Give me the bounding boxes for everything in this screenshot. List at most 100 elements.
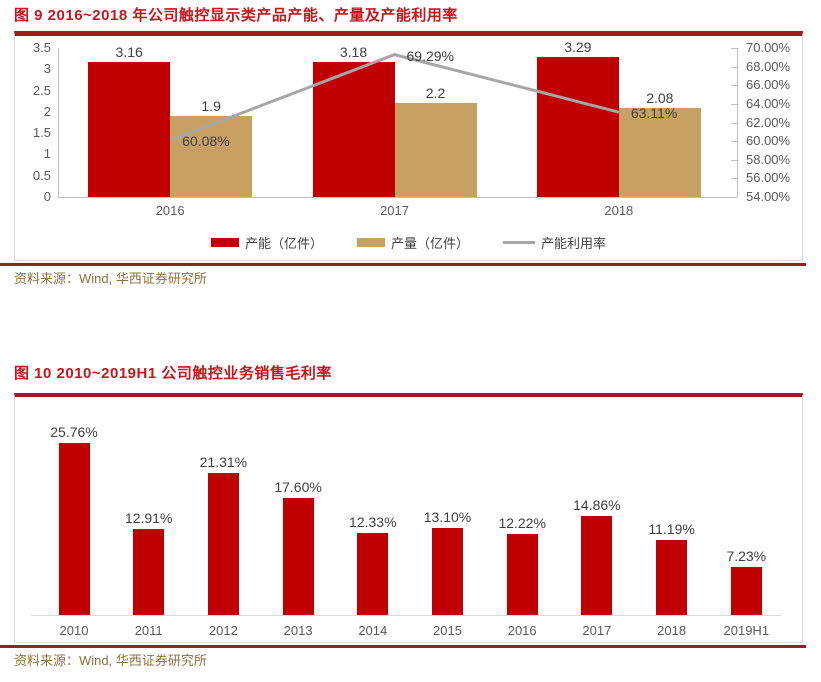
category-label: 2013 <box>283 623 313 638</box>
capacity-bar <box>536 56 619 197</box>
left-axis-tick-label: 3.5 <box>32 40 51 55</box>
fig9-legend: 产能（亿件） 产量（亿件） 产能利用率 <box>15 233 802 252</box>
margin-bar <box>506 533 538 615</box>
right-axis-tick-label: 68.00% <box>746 58 791 74</box>
capacity-bar <box>312 61 395 197</box>
right-axis-tick-label: 60.00% <box>746 133 791 149</box>
category-label: 2016 <box>155 203 185 218</box>
capacity-value-label: 3.16 <box>115 44 143 61</box>
left-axis-tick-label: 1.5 <box>32 125 51 141</box>
x-axis-line <box>58 197 731 198</box>
category-label: 2017 <box>582 623 612 638</box>
legend-label: 产能利用率 <box>541 236 607 251</box>
right-axis-tick <box>731 48 737 49</box>
right-axis-tick <box>731 85 737 87</box>
margin-value-label: 11.19% <box>648 521 695 538</box>
margin-value-label: 12.33% <box>349 513 397 530</box>
legend-item-bar: 产能（亿件） <box>210 233 323 252</box>
category-label: 2012 <box>208 623 238 638</box>
margin-value-label: 12.91% <box>124 509 173 526</box>
left-axis-tick-label: 0.5 <box>32 167 51 183</box>
capacity-value-label: 3.18 <box>339 43 368 60</box>
right-axis-tick-label: 64.00% <box>746 95 791 111</box>
margin-bar <box>432 527 463 615</box>
capacity-output-utilization-chart: 0 0.5 1 1.5 2 2.5 3 3.5 54.00% 56.00% 58.00% 60.00%… <box>15 36 802 260</box>
utilization-point-label: 60.08% <box>182 133 230 150</box>
legend-item-utilization: 产能利用率 <box>503 233 606 252</box>
figure-10-chart-frame: 25.76% 2010 12.91% 2011 21.31% 2012 17.60% 2013… <box>14 393 803 643</box>
output-value-label: 2.08 <box>646 90 674 107</box>
right-axis-tick-label: 58.00% <box>746 151 791 167</box>
left-axis-tick-label: 3 <box>43 61 51 77</box>
category-label: 2011 <box>134 623 163 638</box>
legend-label: 产量（亿件） <box>390 236 469 251</box>
legend-bar-swatch <box>210 238 239 247</box>
left-axis-tick-label: 1 <box>43 146 51 162</box>
output-bar <box>170 116 253 197</box>
gross-margin-chart: 25.76% 2010 12.91% 2011 21.31% 2012 17.60% 2013… <box>15 397 802 642</box>
right-axis-tick-label: 54.00% <box>746 189 791 204</box>
margin-bar <box>656 540 688 615</box>
category-label: 2016 <box>507 623 537 638</box>
margin-bar <box>581 515 613 615</box>
capacity-value-label: 3.29 <box>564 38 592 55</box>
right-axis-tick <box>731 159 737 161</box>
category-label: 2015 <box>433 623 462 638</box>
left-axis-line <box>58 48 59 197</box>
margin-bar <box>207 472 239 615</box>
right-axis-tick <box>731 141 737 143</box>
right-axis-line <box>737 48 738 197</box>
margin-value-label: 7.23% <box>726 547 767 564</box>
category-label: 2018 <box>604 203 634 218</box>
margin-bar <box>282 497 314 615</box>
right-axis-tick <box>731 66 737 68</box>
output-bar <box>618 108 701 197</box>
margin-value-label: 14.86% <box>573 496 621 513</box>
right-axis-tick <box>731 103 737 105</box>
right-axis-tick-label: 62.00% <box>746 114 791 130</box>
legend-item-bar: 产量（亿件） <box>356 233 469 252</box>
output-bar <box>394 103 477 197</box>
legend-line-swatch <box>503 241 535 244</box>
figure-10-section: 图 10 2010~2019H1 公司触控业务销售毛利率 25.76% 2010 1… <box>0 358 821 668</box>
margin-value-label: 17.60% <box>274 478 322 495</box>
figure-10-rule <box>0 645 806 648</box>
legend-label: 产能（亿件） <box>244 236 323 251</box>
right-axis-tick-label: 70.00% <box>746 40 791 55</box>
output-value-label: 2.2 <box>425 85 446 102</box>
margin-value-label: 13.10% <box>423 508 472 525</box>
legend-bar-swatch <box>356 238 385 247</box>
category-label: 2010 <box>59 623 89 638</box>
figure-10-title: 图 10 2010~2019H1 公司触控业务销售毛利率 <box>14 365 332 382</box>
figure-9-section: 图 9 2016~2018 年公司触控显示类产品产能、产量及产能利用率 0 0.5… <box>0 0 821 286</box>
category-label: 2018 <box>657 623 687 638</box>
figure-9-chart-frame: 0 0.5 1 1.5 2 2.5 3 3.5 54.00% 56.00% 58.00% 60.00%… <box>14 31 803 261</box>
figure-9-source: 资料来源：Wind, 华西证券研究所 <box>14 271 207 286</box>
capacity-bar <box>88 62 171 197</box>
right-axis-tick-label: 56.00% <box>746 170 791 186</box>
margin-bar <box>133 528 165 615</box>
right-axis-tick <box>731 197 737 198</box>
left-axis-tick-label: 2.5 <box>32 82 51 98</box>
category-label: 2017 <box>380 203 409 218</box>
figure-10-source: 资料来源：Wind, 华西证券研究所 <box>14 653 207 668</box>
utilization-point-label: 69.29% <box>406 47 454 64</box>
margin-value-label: 25.76% <box>50 424 98 441</box>
right-axis-tick-label: 66.00% <box>746 77 791 93</box>
x-axis-line <box>31 615 781 616</box>
output-value-label: 1.9 <box>201 98 221 115</box>
figure-9-rule <box>0 263 806 266</box>
right-axis-tick <box>731 178 737 180</box>
figure-9-title: 图 9 2016~2018 年公司触控显示类产品产能、产量及产能利用率 <box>14 7 458 24</box>
left-axis-tick-label: 2 <box>43 103 51 119</box>
margin-value-label: 21.31% <box>199 453 248 470</box>
margin-bar <box>357 532 389 615</box>
margin-value-label: 12.22% <box>498 514 546 531</box>
utilization-point-label: 63.11% <box>630 105 678 122</box>
category-label: 2019H1 <box>723 623 770 638</box>
left-axis-tick-label: 0 <box>43 189 51 204</box>
margin-bar <box>730 566 762 615</box>
category-label: 2014 <box>358 623 388 638</box>
margin-bar <box>58 443 90 615</box>
